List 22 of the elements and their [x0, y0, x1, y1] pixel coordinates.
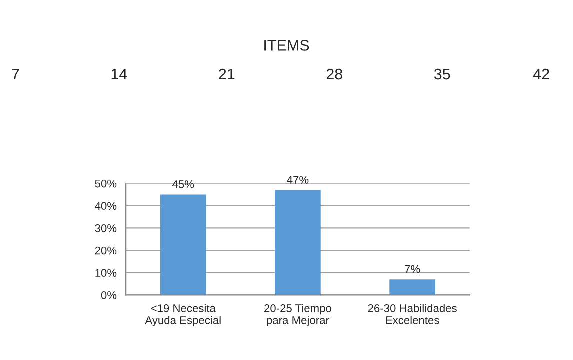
data-label: 45%: [172, 180, 194, 188]
text: 7: [12, 69, 20, 80]
bar: [390, 280, 436, 296]
x-tick-label: 20-25 Tiempo para Mejorar: [264, 304, 332, 327]
text: 35: [434, 68, 450, 80]
text: 28: [326, 68, 342, 80]
y-tick-label: 0%: [101, 291, 117, 300]
y-tick-label: 30%: [95, 224, 117, 232]
text: 21: [219, 68, 235, 80]
y-tick-label: 40%: [95, 202, 117, 210]
text: 42: [533, 68, 550, 80]
y-tick-label: 20%: [95, 246, 117, 255]
chart-title: ITEMS: [264, 40, 310, 51]
data-label: 47%: [287, 176, 309, 184]
bar: [275, 190, 321, 296]
y-tick-label: 50%: [95, 180, 117, 188]
data-label: 7%: [405, 265, 420, 274]
x-tick-label: <19 Necesita Ayuda Especial: [145, 304, 221, 327]
bar: [160, 194, 206, 296]
text: 14: [112, 69, 128, 80]
x-tick-label: 26-30 Habilidades Excelentes: [368, 304, 457, 324]
y-tick-label: 10%: [96, 269, 117, 278]
